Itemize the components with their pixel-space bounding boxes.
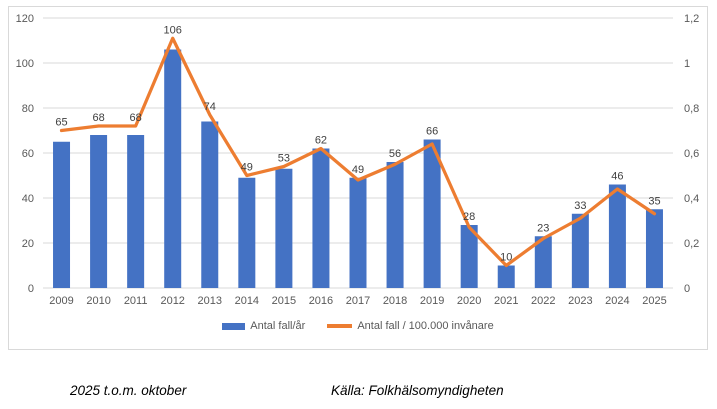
left-axis-tick: 20	[22, 238, 34, 250]
bar-series-swatch-icon	[222, 322, 246, 330]
bar-2022	[534, 236, 552, 288]
x-axis-label-2016: 2016	[309, 295, 333, 307]
data-label-2013: 74	[204, 101, 216, 113]
x-axis-label-2018: 2018	[383, 295, 407, 307]
left-axis-tick: 100	[16, 58, 34, 70]
x-axis-label-2012: 2012	[160, 295, 184, 307]
x-axis-label-2015: 2015	[272, 295, 296, 307]
line-series	[59, 36, 657, 268]
bar-2017	[349, 177, 367, 288]
chart-legend: Antal fall/år Antal fall / 100.000 invån…	[9, 320, 707, 332]
data-label-2012: 106	[164, 24, 182, 36]
x-axis-label-2025: 2025	[642, 295, 666, 307]
data-label-2018: 56	[389, 148, 401, 160]
combo-chart: 0 0 20 0,2 40 0,4 60 0,6 80 0,8 100 1 120 1,2 65 68 68 10…	[16, 13, 700, 307]
x-axis-label-2013: 2013	[198, 295, 222, 307]
x-axis-label-2021: 2021	[494, 295, 518, 307]
legend-label-bar: Antal fall/år	[250, 320, 306, 332]
bar-2020	[460, 225, 478, 288]
right-axis-tick: 0,4	[684, 193, 699, 205]
data-label-2023: 33	[574, 200, 586, 212]
data-label-2019: 66	[426, 126, 438, 138]
footnote-source: Källa: Folkhälsomyndigheten	[331, 383, 504, 398]
legend-item-bar: Antal fall/år	[222, 320, 305, 332]
bar-2014	[238, 177, 256, 288]
chart-container: 0 0 20 0,2 40 0,4 60 0,6 80 0,8 100 1 120 1,2 65 68 68 10…	[8, 6, 708, 350]
data-label-2022: 23	[537, 222, 549, 234]
bar-2021	[497, 265, 515, 288]
bar-2012	[164, 49, 182, 288]
legend-label-line: Antal fall / 100.000 invånare	[357, 320, 494, 332]
x-axis-label-2014: 2014	[235, 295, 259, 307]
x-axis-label-2019: 2019	[420, 295, 444, 307]
bar-2015	[275, 168, 293, 288]
right-axis-tick: 0,2	[684, 238, 699, 250]
data-label-2014: 49	[241, 162, 253, 174]
x-axis-label-2022: 2022	[531, 295, 555, 307]
data-label-2020: 28	[463, 211, 475, 223]
bar-2009	[53, 141, 71, 288]
data-label-2017: 49	[352, 164, 364, 176]
bar-2024	[608, 184, 626, 288]
x-axis-label-2010: 2010	[86, 295, 110, 307]
data-label-2024: 46	[611, 171, 623, 183]
data-label-2021: 10	[500, 252, 512, 264]
data-label-2016: 62	[315, 135, 327, 147]
left-axis-tick: 80	[22, 103, 34, 115]
data-label-2010: 68	[92, 112, 104, 124]
bar-2010	[90, 135, 108, 288]
bar-2023	[571, 213, 589, 288]
bar-2019	[423, 139, 441, 288]
data-label-2009: 65	[55, 117, 67, 129]
data-label-2025: 35	[648, 195, 660, 207]
footnote-period: 2025 t.o.m. oktober	[70, 383, 187, 398]
bar-2013	[201, 121, 219, 288]
legend-item-line: Antal fall / 100.000 invånare	[327, 320, 494, 332]
bar-2016	[312, 148, 330, 288]
x-axis-label-2011: 2011	[124, 295, 148, 307]
right-axis-tick: 1,2	[684, 13, 699, 25]
right-axis-tick: 0,6	[684, 148, 699, 160]
bar-2011	[127, 135, 145, 288]
right-axis-tick: 0,8	[684, 103, 699, 115]
x-axis-label-2017: 2017	[346, 295, 370, 307]
left-axis-tick: 0	[28, 283, 34, 295]
bar-2025	[645, 209, 663, 288]
left-axis-tick: 120	[16, 13, 34, 25]
left-axis-tick: 40	[22, 193, 34, 205]
right-axis-tick: 1	[684, 58, 690, 70]
x-axis-label-2024: 2024	[605, 295, 629, 307]
data-label-2015: 53	[278, 153, 290, 165]
data-label-2011: 68	[130, 112, 142, 124]
x-axis-label-2020: 2020	[457, 295, 481, 307]
x-axis-label-2023: 2023	[568, 295, 592, 307]
bar-2018	[386, 162, 404, 288]
right-axis-tick: 0	[684, 283, 690, 295]
left-axis-tick: 60	[22, 148, 34, 160]
line-series-swatch-icon	[327, 324, 353, 328]
x-axis-label-2009: 2009	[49, 295, 73, 307]
